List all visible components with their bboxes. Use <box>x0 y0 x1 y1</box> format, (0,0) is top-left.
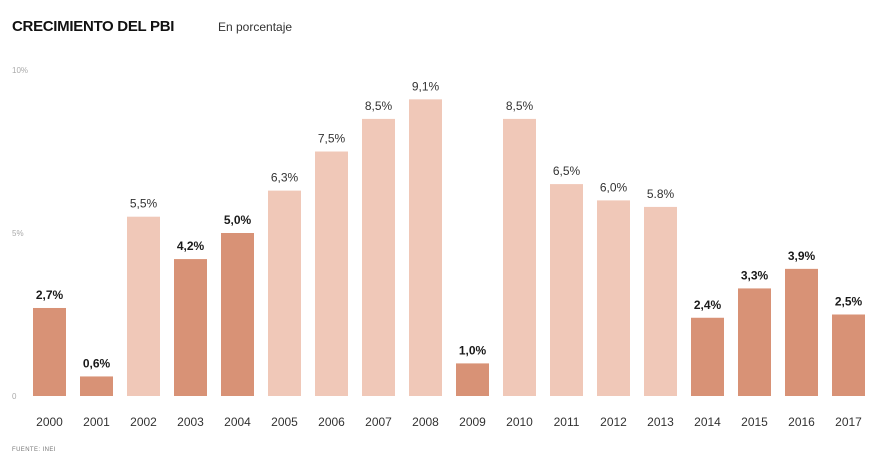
bar-2012 <box>597 200 630 396</box>
bar-2007 <box>362 118 395 397</box>
x-tick-label: 2004 <box>224 415 251 429</box>
x-tick-label: 2015 <box>741 415 768 429</box>
value-label-2005: 6,3% <box>271 171 299 185</box>
value-label-2014: 2,4% <box>694 298 722 312</box>
x-axis-ticks: 2000 2001 2002 2003 2004 2005 2006 2007 2008 2009… <box>36 415 862 429</box>
x-tick-label: 2006 <box>318 415 345 429</box>
x-tick-label: 2009 <box>459 415 486 429</box>
x-tick-label: 2013 <box>647 415 674 429</box>
x-tick-label: 2017 <box>835 415 862 429</box>
x-tick-label: 2000 <box>36 415 63 429</box>
y-axis-ticks: 0 5% 10% <box>12 66 28 401</box>
bar-2006 <box>315 151 348 396</box>
value-label-2000: 2,7% <box>36 288 64 302</box>
source-note: FUENTE: INEI <box>12 447 56 453</box>
y-tick-label: 0 <box>12 392 17 401</box>
x-tick-label: 2011 <box>554 415 580 429</box>
bar-2008 <box>409 99 442 396</box>
bar-2009 <box>456 363 489 396</box>
value-label-2009: 1,0% <box>459 343 487 357</box>
x-tick-label: 2005 <box>271 415 298 429</box>
bar-2010 <box>503 118 536 397</box>
x-tick-label: 2003 <box>177 415 204 429</box>
value-label-2017: 2,5% <box>835 295 863 309</box>
bars <box>33 99 865 397</box>
bar-2005 <box>268 190 301 396</box>
value-label-2007: 8,5% <box>365 99 393 113</box>
bar-2001 <box>80 376 113 396</box>
bar-2014 <box>691 317 724 396</box>
bar-2016 <box>785 268 818 396</box>
y-tick-label: 5% <box>12 229 24 238</box>
value-label-2015: 3,3% <box>741 268 769 282</box>
x-tick-label: 2016 <box>788 415 815 429</box>
bar-2013 <box>644 206 677 396</box>
bar-2003 <box>174 259 207 396</box>
value-label-2013: 5.8% <box>647 187 675 201</box>
value-label-2006: 7,5% <box>318 132 346 146</box>
x-tick-label: 2014 <box>694 415 721 429</box>
value-label-2001: 0,6% <box>83 356 111 370</box>
x-tick-label: 2002 <box>130 415 157 429</box>
x-tick-label: 2008 <box>412 415 439 429</box>
x-tick-label: 2010 <box>506 415 533 429</box>
chart-subtitle: En porcentaje <box>218 20 293 34</box>
x-tick-label: 2007 <box>365 415 392 429</box>
bar-2017 <box>832 314 865 396</box>
value-label-2011: 6,5% <box>553 164 581 178</box>
x-tick-label: 2001 <box>83 415 110 429</box>
value-label-2003: 4,2% <box>177 239 205 253</box>
value-label-2010: 8,5% <box>506 99 534 113</box>
value-labels: 2,7% 0,6% 5,5% 4,2% 5,0% 6,3% 7,5% 8,5% 9,1% 1,0%… <box>36 79 863 370</box>
chart-title: CRECIMIENTO DEL PBI <box>12 18 175 35</box>
bar-2002 <box>127 216 160 396</box>
bar-2011 <box>550 184 583 396</box>
value-label-2002: 5,5% <box>130 197 158 211</box>
y-tick-label: 10% <box>12 66 28 75</box>
x-tick-label: 2012 <box>600 415 627 429</box>
value-label-2012: 6,0% <box>600 180 628 194</box>
value-label-2008: 9,1% <box>412 79 440 93</box>
bar-2000 <box>33 307 66 396</box>
value-label-2016: 3,9% <box>788 249 816 263</box>
bar-2015 <box>738 288 771 396</box>
bar-2004 <box>221 233 254 396</box>
value-label-2004: 5,0% <box>224 213 252 227</box>
